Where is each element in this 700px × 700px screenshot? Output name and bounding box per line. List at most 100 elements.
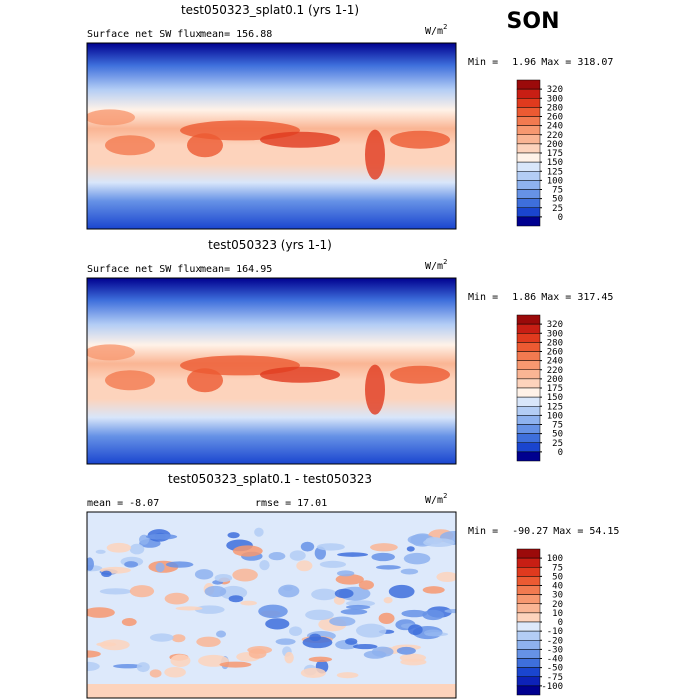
- colorbar-label: 200: [547, 140, 563, 150]
- blob: [334, 588, 354, 599]
- blob: [260, 366, 340, 383]
- map-frame: [86, 277, 457, 465]
- colorbar-label: 200: [547, 375, 563, 385]
- colorbar-label: 150: [547, 393, 563, 403]
- blob: [87, 109, 135, 126]
- blob: [423, 629, 443, 637]
- blob: [296, 560, 313, 572]
- max-value: 54.15: [589, 526, 619, 537]
- units-sup: 2: [443, 258, 447, 266]
- colorbar-label: 260: [547, 348, 563, 358]
- blob: [278, 584, 300, 598]
- season: SON: [507, 9, 560, 34]
- blob: [289, 550, 306, 561]
- blob: [345, 604, 371, 610]
- blob: [335, 574, 364, 585]
- colorbar-label: 280: [547, 338, 563, 348]
- colorbar-label: 50: [552, 430, 563, 440]
- stat: mean= 156.88: [200, 29, 272, 40]
- blob: [345, 638, 358, 645]
- stat-label: mean=: [200, 29, 230, 40]
- blob: [175, 606, 203, 611]
- colorbar-label: 280: [547, 103, 563, 113]
- colorbar-box: [516, 116, 541, 126]
- units-sup: 2: [443, 23, 447, 31]
- colorbar-label: -10: [547, 627, 563, 637]
- stat-label: mean =: [87, 498, 123, 509]
- blob: [352, 643, 378, 650]
- colorbar-box: [516, 396, 541, 407]
- min-value: -90.27: [512, 526, 548, 537]
- blob: [399, 653, 427, 662]
- units: W/m2: [425, 23, 447, 37]
- blob: [300, 541, 315, 552]
- blob: [214, 573, 233, 583]
- min-max: Min = 1.96 Max = 318.07: [468, 57, 613, 68]
- colorbar-label: 260: [547, 113, 563, 123]
- stat: mean = -8.07: [87, 498, 159, 509]
- colorbar-label: 150: [547, 158, 563, 168]
- blob: [260, 131, 340, 148]
- colorbar-box: [516, 567, 541, 577]
- colorbar-box: [516, 314, 541, 325]
- colorbar-box: [516, 125, 541, 135]
- blob: [171, 634, 186, 643]
- blob: [425, 536, 443, 545]
- blob: [124, 561, 139, 568]
- colorbar-box: [516, 360, 541, 370]
- min-value: 1.96: [512, 57, 536, 68]
- blob: [289, 626, 303, 637]
- colorbar-label: 300: [547, 329, 563, 339]
- colorbar-box: [516, 88, 541, 99]
- blob: [390, 130, 450, 149]
- colorbar-label: -20: [547, 636, 563, 646]
- blob: [337, 552, 369, 557]
- map: [87, 43, 456, 229]
- blob: [319, 560, 347, 568]
- blob: [194, 605, 225, 614]
- map: [87, 512, 456, 698]
- colorbar-box: [516, 424, 541, 434]
- min-label: Min =: [468, 526, 498, 537]
- colorbar-box: [516, 369, 541, 380]
- blob: [401, 609, 428, 618]
- colorbar-box: [516, 180, 541, 190]
- units-base: W/m: [425, 26, 443, 37]
- blob: [87, 344, 135, 361]
- colorbar-box: [516, 433, 541, 443]
- colorbar-box: [516, 658, 541, 668]
- blob: [99, 639, 130, 651]
- colorbar-box: [516, 557, 541, 568]
- blob: [371, 552, 395, 562]
- min-max: Min = 1.86 Max = 317.45: [468, 292, 613, 303]
- colorbar-label: 25: [552, 204, 563, 214]
- colorbar-box: [516, 387, 541, 398]
- blob: [219, 661, 252, 668]
- blob: [406, 546, 415, 552]
- colorbar-label: 175: [547, 149, 563, 159]
- min-label: Min =: [468, 292, 498, 303]
- colorbar-label: 300: [547, 94, 563, 104]
- colorbar-box: [516, 585, 541, 595]
- colorbar-label: 30: [552, 591, 563, 601]
- colorbar-box: [516, 676, 541, 687]
- colorbar-box: [516, 152, 541, 163]
- colorbar-label: 20: [552, 600, 563, 610]
- colorbar-box: [516, 351, 541, 361]
- max-value: 317.45: [577, 292, 613, 303]
- colorbar-label: -40: [547, 655, 563, 665]
- blob: [112, 663, 143, 669]
- blob: [232, 545, 263, 557]
- blob: [422, 609, 445, 621]
- colorbar-label: 0: [558, 448, 563, 458]
- blob: [164, 667, 186, 678]
- blob: [436, 571, 456, 583]
- blob: [370, 543, 398, 552]
- colorbar-box: [516, 442, 541, 453]
- colorbar-box: [516, 621, 541, 632]
- band: [87, 684, 456, 698]
- colorbar-box: [516, 79, 541, 90]
- colorbar-label: 25: [552, 439, 563, 449]
- max-label: Max =: [541, 57, 571, 68]
